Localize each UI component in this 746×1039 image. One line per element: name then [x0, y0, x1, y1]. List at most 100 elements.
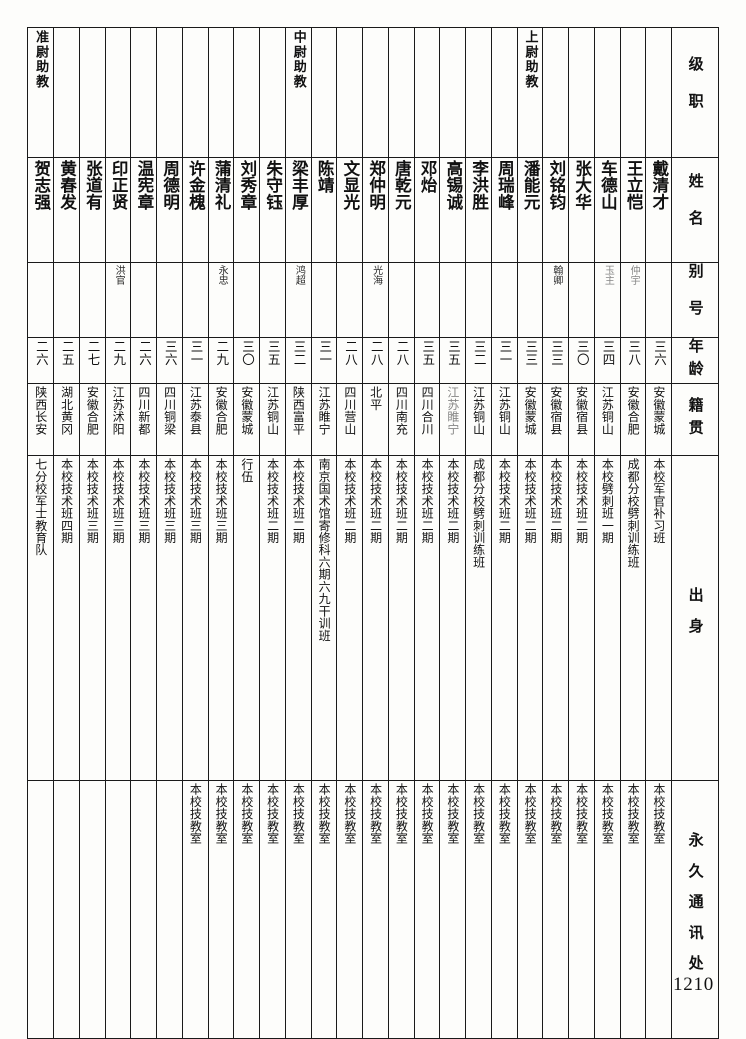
cell-addr-20 [130, 779, 157, 1039]
age-text: 三六 [652, 339, 667, 366]
row-header-name: 姓名 [671, 157, 719, 263]
addr-text: 本校技教室 [188, 782, 203, 844]
cell-name-11: 郑仲明 [362, 157, 389, 263]
table-row-name: 姓名 戴清才 王立恺 车德山 张大华 刘铭钧 潘能元 周瑞峰 李洪胜 高锡诚 邓炲 唐乾元 郑仲明 文显光… [27, 157, 719, 263]
place-text: 安徽合肥 [85, 385, 100, 435]
cell-rank-23 [53, 27, 80, 158]
cell-age-4: 三三 [542, 336, 569, 384]
cell-rank-4 [542, 27, 569, 158]
cell-age-23: 二五 [53, 336, 80, 384]
cell-rank-9 [413, 27, 441, 158]
age-text: 三〇 [240, 339, 255, 366]
cell-rank-1 [619, 27, 647, 158]
row-header-label: 级职 [686, 55, 705, 130]
cell-origin-3: 本校技术班二期 [568, 454, 595, 781]
table-row-addr: 永久通讯处 本校技教室 本校技教室 本校技教室 本校技教室 本校技教室 本校技教室 本校技教室… [27, 779, 719, 1039]
cell-place-12: 四川营山 [336, 382, 363, 456]
name-text: 刘秀章 [237, 160, 257, 210]
row-header-alias: 别号 [671, 262, 719, 338]
cell-place-22: 安徽合肥 [78, 382, 106, 456]
age-text: 二九 [214, 339, 230, 366]
addr-text: 本校技教室 [497, 782, 512, 844]
cell-origin-5: 本校技术班二期 [516, 454, 544, 781]
addr-text: 本校技教室 [626, 782, 641, 844]
addr-text: 本校技教室 [548, 782, 563, 844]
cell-age-2: 三四 [593, 336, 621, 384]
addr-text: 本校技教室 [600, 782, 615, 844]
origin-text: 本校技术班二期 [497, 457, 512, 544]
cell-origin-6: 本校技术班二期 [490, 454, 518, 781]
cell-rank-12 [336, 27, 363, 158]
row-header-origin: 出身 [671, 454, 719, 781]
cell-place-0: 安徽蒙城 [645, 382, 672, 456]
cell-origin-15: 本校技术班二期 [259, 454, 286, 781]
age-text: 三五 [420, 339, 436, 366]
cell-origin-8: 本校技术班二期 [439, 454, 466, 781]
cell-place-18: 江苏泰县 [181, 382, 209, 456]
origin-text: 本校技术班二期 [342, 457, 357, 544]
cell-place-6: 江苏铜山 [490, 382, 518, 456]
cell-origin-7: 成都分校劈刺训练班 [465, 454, 492, 781]
name-text: 朱守钰 [263, 160, 283, 210]
name-text: 梁丰厚 [289, 160, 309, 210]
place-text: 四川南充 [394, 385, 409, 435]
name-text: 邓炲 [418, 160, 438, 194]
cell-rank-24: 准尉助教 [27, 27, 54, 158]
cell-name-5: 潘能元 [516, 157, 544, 263]
name-text: 印正贤 [109, 160, 129, 210]
alias-text: 仲宇 [628, 265, 640, 286]
cell-alias-10 [387, 262, 415, 338]
cell-alias-8 [439, 262, 466, 338]
cell-name-12: 文显光 [336, 157, 363, 263]
cell-name-23: 黄春发 [53, 157, 80, 263]
addr-text: 本校技教室 [445, 782, 460, 844]
cell-alias-1: 仲宇 [619, 262, 647, 338]
age-text: 三四 [600, 339, 616, 366]
name-text: 贺志强 [31, 160, 51, 210]
place-text: 江苏铜山 [600, 385, 615, 435]
cell-rank-19 [156, 27, 183, 158]
cell-rank-0 [645, 27, 672, 158]
cell-rank-7 [465, 27, 492, 158]
cell-rank-2 [593, 27, 621, 158]
cell-name-1: 王立恺 [619, 157, 647, 263]
cell-origin-23: 本校技术班四期 [53, 454, 80, 781]
alias-text: 翰卿 [550, 265, 562, 286]
cell-addr-4: 本校技教室 [542, 779, 569, 1039]
cell-origin-18: 本校技术班三期 [181, 454, 209, 781]
addr-text: 本校技教室 [420, 782, 435, 844]
cell-origin-24: 七分校军士教育队 [27, 454, 54, 781]
cell-name-8: 高锡诚 [439, 157, 466, 263]
age-text: 三八 [626, 339, 642, 366]
place-text: 安徽蒙城 [239, 385, 254, 435]
age-text: 二六 [137, 339, 152, 366]
place-text: 四川铜梁 [162, 385, 177, 435]
origin-text: 本校劈刺班一期 [600, 457, 615, 544]
cell-addr-15: 本校技教室 [259, 779, 286, 1039]
cell-alias-14: 鸿超 [284, 262, 312, 338]
cell-addr-10: 本校技教室 [387, 779, 415, 1039]
cell-origin-12: 本校技术班二期 [336, 454, 363, 781]
place-text: 安徽蒙城 [523, 385, 538, 435]
addr-text: 本校技教室 [317, 782, 332, 844]
name-text: 高锡诚 [443, 160, 463, 210]
cell-name-9: 邓炲 [413, 157, 441, 263]
cell-alias-11: 光海 [362, 262, 389, 338]
cell-origin-10: 本校技术班二期 [387, 454, 415, 781]
cell-addr-19 [156, 779, 183, 1039]
origin-text: 本校技术班二期 [368, 457, 383, 544]
origin-text: 本校技术班二期 [420, 457, 435, 544]
cell-age-19: 三六 [156, 336, 183, 384]
origin-text: 本校技术班四期 [59, 457, 74, 544]
cell-rank-16 [233, 27, 260, 158]
alias-text: 鸿超 [293, 265, 305, 286]
cell-alias-21: 洪官 [104, 262, 132, 338]
place-text: 北平 [368, 385, 383, 410]
cell-age-21: 二九 [104, 336, 132, 384]
origin-text: 本校技术班三期 [214, 457, 229, 544]
alias-text: 洪官 [113, 265, 125, 286]
cell-place-11: 北平 [362, 382, 389, 456]
cell-rank-6 [490, 27, 518, 158]
cell-rank-18 [181, 27, 209, 158]
